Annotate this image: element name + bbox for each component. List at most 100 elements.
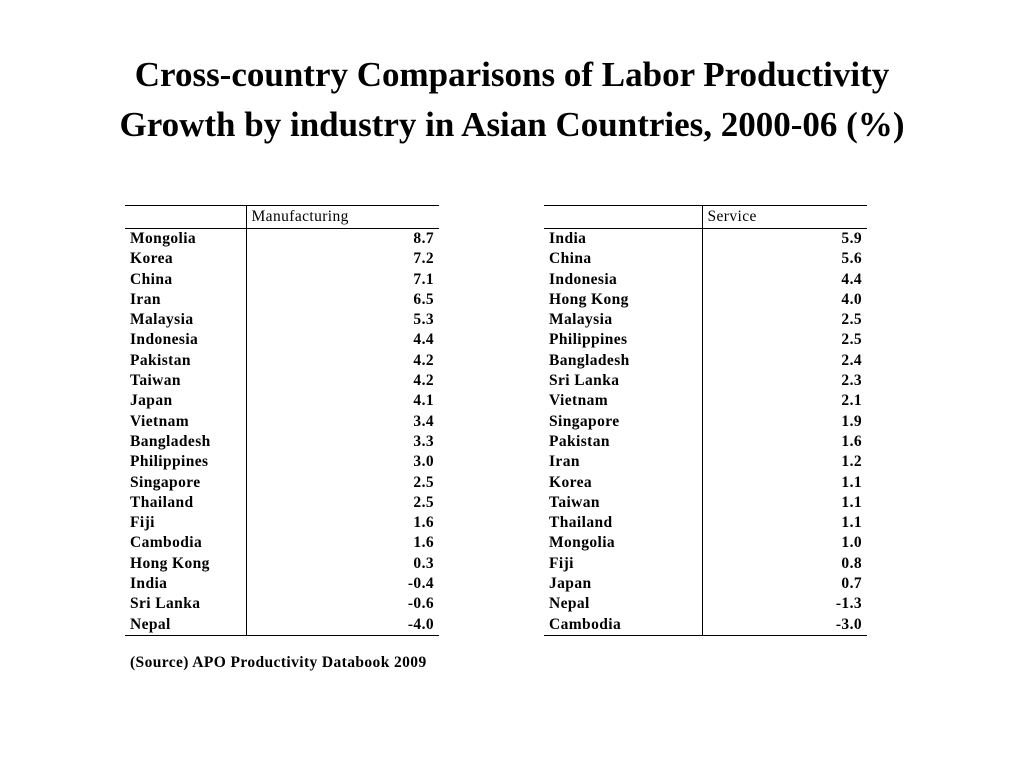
table-row: China 7.1 <box>125 269 439 290</box>
table-row: Mongolia 1.0 <box>544 533 867 554</box>
value-cell: 2.5 <box>701 310 867 331</box>
country-cell: Sri Lanka <box>549 372 620 390</box>
value-cell: 4.4 <box>701 269 867 290</box>
table-row: Nepal -4.0 <box>125 614 439 636</box>
table-row: Philippines 3.0 <box>125 452 439 473</box>
table-row: Bangladesh 2.4 <box>544 350 867 372</box>
value-cell: 2.1 <box>701 391 867 412</box>
table-row: Thailand 1.1 <box>544 513 867 534</box>
value-cell: 3.3 <box>245 431 439 453</box>
value-cell: 1.1 <box>701 492 867 514</box>
table-row: Pakistan 4.2 <box>125 350 439 372</box>
value-cell: 1.0 <box>701 533 867 554</box>
country-cell: China <box>130 270 173 288</box>
country-cell: Singapore <box>130 473 201 491</box>
value-cell: 4.2 <box>245 350 439 372</box>
value-cell: 7.2 <box>245 249 439 270</box>
table-row: Indonesia 4.4 <box>125 330 439 351</box>
value-cell: 1.6 <box>245 533 439 554</box>
value-cell: 1.1 <box>701 472 867 493</box>
table-row: Singapore 2.5 <box>125 472 439 493</box>
value-cell: 0.7 <box>701 574 867 595</box>
country-cell: Philippines <box>549 331 628 349</box>
country-cell: Indonesia <box>130 331 199 349</box>
country-cell: Cambodia <box>544 614 702 636</box>
country-cell: Hong Kong <box>130 554 210 572</box>
table-row: China 5.6 <box>544 249 867 270</box>
country-cell: Mongolia <box>549 534 616 552</box>
table-row: Nepal -1.3 <box>544 594 867 615</box>
country-cell: Vietnam <box>130 412 190 430</box>
value-cell: 2.3 <box>701 371 867 392</box>
country-cell: Malaysia <box>549 311 613 329</box>
value-cell: 4.0 <box>701 289 867 311</box>
country-cell: China <box>549 250 592 268</box>
value-cell: 6.5 <box>245 289 439 311</box>
value-cell: -1.3 <box>701 594 867 615</box>
table-row: Bangladesh 3.3 <box>125 431 439 453</box>
value-cell: 5.6 <box>701 249 867 270</box>
value-cell: 0.8 <box>701 553 867 575</box>
slide-title: Cross-country Comparisons of Labor Produ… <box>0 50 1024 150</box>
table-row: Japan 0.7 <box>544 574 867 595</box>
table-row: Fiji 0.8 <box>544 553 867 575</box>
table-row: Korea 7.2 <box>125 249 439 270</box>
value-cell: 1.6 <box>245 513 439 534</box>
table-row: Singapore 1.9 <box>544 411 867 432</box>
table-row: Thailand 2.5 <box>125 492 439 514</box>
country-header-cell <box>544 205 702 229</box>
table-row: Vietnam 3.4 <box>125 411 439 432</box>
table-row: Hong Kong 0.3 <box>125 553 439 575</box>
country-cell: Malaysia <box>130 311 194 329</box>
value-cell: 2.4 <box>701 350 867 372</box>
table-row: Cambodia 1.6 <box>125 533 439 554</box>
country-cell: Thailand <box>130 493 194 511</box>
table-row: Vietnam 2.1 <box>544 391 867 412</box>
country-cell: Singapore <box>549 412 620 430</box>
country-cell: Nepal <box>125 614 246 636</box>
value-cell: -4.0 <box>245 614 439 636</box>
country-cell: India <box>549 230 587 247</box>
value-cell: 8.7 <box>245 228 439 250</box>
country-cell: Iran <box>549 453 580 471</box>
service-header: Service <box>701 205 867 229</box>
value-cell: 1.2 <box>701 452 867 473</box>
value-cell: 5.3 <box>245 310 439 331</box>
table-row: Taiwan 4.2 <box>125 371 439 392</box>
table-row: Malaysia 5.3 <box>125 310 439 331</box>
value-cell: 2.5 <box>245 492 439 514</box>
country-cell: Indonesia <box>549 270 618 288</box>
value-cell: 2.5 <box>701 330 867 351</box>
table-row: Fiji 1.6 <box>125 513 439 534</box>
country-cell: Korea <box>130 250 174 268</box>
table-row: Iran 1.2 <box>544 452 867 473</box>
value-cell: 3.4 <box>245 411 439 432</box>
table-row: Indonesia 4.4 <box>544 269 867 290</box>
country-cell: Sri Lanka <box>130 595 201 613</box>
value-cell: 4.1 <box>245 391 439 412</box>
country-cell: Japan <box>130 392 173 410</box>
table-row: Taiwan 1.1 <box>544 492 867 514</box>
country-cell: Taiwan <box>130 372 181 390</box>
country-cell: Cambodia <box>130 534 203 552</box>
country-cell: Korea <box>549 473 593 491</box>
manufacturing-header: Manufacturing <box>245 205 439 229</box>
country-cell: Pakistan <box>549 432 610 450</box>
value-cell: 7.1 <box>245 269 439 290</box>
table-row: Iran 6.5 <box>125 289 439 311</box>
manufacturing-table-body: Mongolia 8.7 Korea 7.2 China 7.1 Iran 6.5 Malays… <box>125 228 439 636</box>
table-row: India -0.4 <box>125 574 439 595</box>
value-cell: 4.2 <box>245 371 439 392</box>
slide-title-line-2: Growth by industry in Asian Countries, 2… <box>119 105 905 144</box>
table-row: Japan 4.1 <box>125 391 439 412</box>
table-row: Sri Lanka 2.3 <box>544 371 867 392</box>
country-cell: Bangladesh <box>130 432 211 450</box>
value-cell: -0.4 <box>245 574 439 595</box>
country-header-cell <box>125 205 246 229</box>
table-header-row: Service <box>544 205 867 229</box>
source-note: (Source) APO Productivity Databook 2009 <box>130 654 427 671</box>
table-row: Korea 1.1 <box>544 472 867 493</box>
service-table-body: India 5.9 China 5.6 Indonesia 4.4 Hong Kong 4.0… <box>544 228 867 636</box>
manufacturing-table: Manufacturing Mongolia 8.7 Korea 7.2 China 7.… <box>125 205 439 636</box>
country-cell: Philippines <box>130 453 209 471</box>
